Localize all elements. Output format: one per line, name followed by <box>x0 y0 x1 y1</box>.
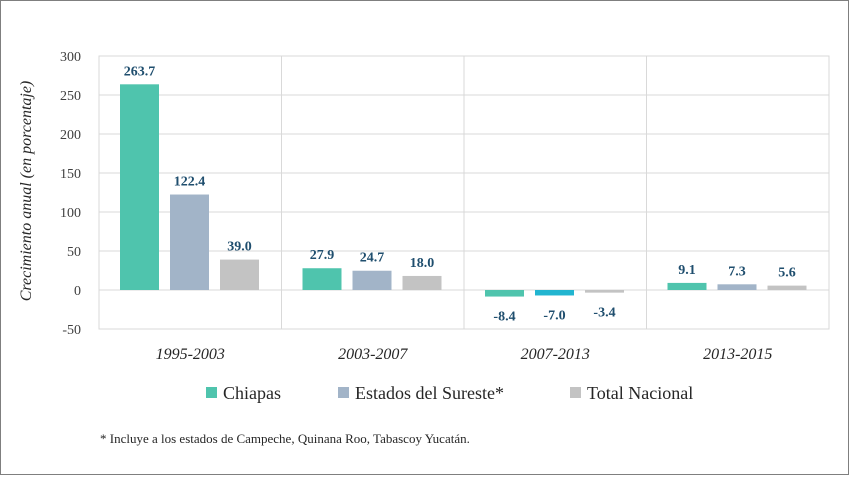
data-labels: 263.7 122.4 39.0 27.9 24.7 18.0 -8.4 -7.0 -3.4 9.… <box>124 64 796 324</box>
y-tick-label: -50 <box>62 323 81 338</box>
bar-chiapas <box>667 282 707 290</box>
bar-sureste <box>170 194 209 290</box>
y-tick-label: 250 <box>60 89 81 104</box>
data-label: 263.7 <box>124 64 156 79</box>
bar-chiapas <box>120 84 159 291</box>
x-category-label: 2003-2007 <box>338 346 408 363</box>
data-label: 39.0 <box>227 240 252 255</box>
bars <box>120 84 807 297</box>
bar-nacional <box>402 275 442 290</box>
y-tick-label: 150 <box>60 167 81 182</box>
bar-chiapas <box>302 268 342 290</box>
x-category-label: 2013-2015 <box>703 346 772 363</box>
data-label: 18.0 <box>410 256 435 271</box>
legend-swatch <box>570 387 581 398</box>
bar-nacional <box>767 285 807 290</box>
y-tick-label: 50 <box>67 245 81 260</box>
legend-swatch <box>206 387 217 398</box>
data-label: -3.4 <box>593 306 615 321</box>
bar-sureste <box>535 290 574 296</box>
legend-label: Total Nacional <box>587 383 693 403</box>
data-label: 9.1 <box>678 263 696 278</box>
legend-label: Estados del Sureste* <box>355 383 504 403</box>
y-axis-label: Crecimiento anual (en porcentaje) <box>18 81 35 302</box>
legend-swatch <box>338 387 349 398</box>
bar-chiapas <box>485 290 524 297</box>
bar-nacional <box>585 290 624 293</box>
data-label: -8.4 <box>493 310 515 325</box>
y-axis-ticks: 300 250 200 150 100 50 0 -50 <box>60 50 81 338</box>
bar-nacional <box>220 259 259 290</box>
legend: Chiapas Estados del Sureste* Total Naciona… <box>206 383 693 403</box>
data-label: 27.9 <box>310 248 335 263</box>
data-label: 24.7 <box>360 251 385 266</box>
legend-label: Chiapas <box>223 383 281 403</box>
y-tick-label: 300 <box>60 50 81 65</box>
y-tick-label: 0 <box>74 284 81 299</box>
x-category-label: 1995-2003 <box>156 346 225 363</box>
bar-sureste <box>717 284 757 290</box>
y-tick-label: 100 <box>60 206 81 221</box>
data-label: -7.0 <box>543 308 565 323</box>
x-category-label: 2007-2013 <box>521 346 590 363</box>
data-label: 5.6 <box>778 266 796 281</box>
bar-sureste <box>352 270 392 290</box>
footnote: * Incluye a los estados de Campeche, Qui… <box>100 431 470 446</box>
data-label: 7.3 <box>728 264 746 279</box>
x-axis-categories: 1995-2003 2003-2007 2007-2013 2013-2015 <box>156 346 773 363</box>
y-tick-label: 200 <box>60 128 81 143</box>
data-label: 122.4 <box>174 175 206 190</box>
